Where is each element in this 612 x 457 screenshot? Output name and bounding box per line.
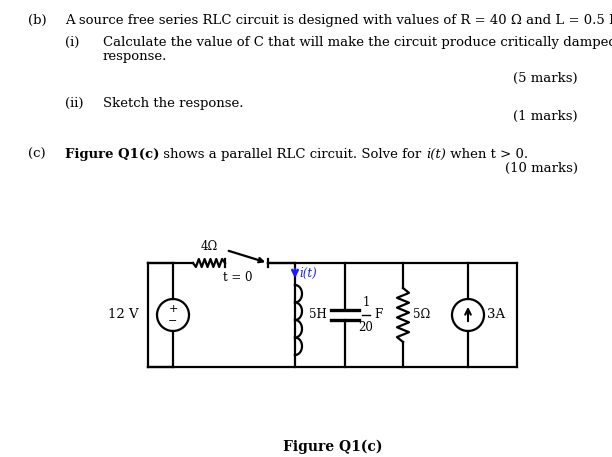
- Text: Figure Q1(c): Figure Q1(c): [283, 440, 382, 454]
- Text: 4Ω: 4Ω: [200, 240, 218, 253]
- Text: (c): (c): [28, 148, 46, 161]
- Text: Figure Q1(c): Figure Q1(c): [65, 148, 159, 161]
- Text: (ii): (ii): [65, 97, 83, 110]
- Text: response.: response.: [103, 50, 167, 63]
- Text: Calculate the value of C that will make the circuit produce critically damped: Calculate the value of C that will make …: [103, 36, 612, 49]
- Text: −: −: [168, 316, 177, 326]
- Text: shows a parallel RLC circuit. Solve for: shows a parallel RLC circuit. Solve for: [159, 148, 426, 161]
- Text: i(t): i(t): [299, 266, 317, 280]
- Text: (i): (i): [65, 36, 80, 49]
- Text: +: +: [168, 304, 177, 314]
- Text: 1: 1: [362, 296, 370, 309]
- Text: (1 marks): (1 marks): [513, 110, 578, 123]
- Text: 12 V: 12 V: [108, 308, 139, 322]
- Text: (b): (b): [28, 14, 47, 27]
- Text: F: F: [374, 308, 382, 322]
- Text: t = 0: t = 0: [223, 271, 253, 284]
- Text: 5Ω: 5Ω: [413, 308, 430, 322]
- Text: Sketch the response.: Sketch the response.: [103, 97, 244, 110]
- Text: when t > 0.: when t > 0.: [446, 148, 528, 161]
- Text: 20: 20: [359, 321, 373, 334]
- Text: (10 marks): (10 marks): [505, 162, 578, 175]
- Text: (5 marks): (5 marks): [513, 72, 578, 85]
- Text: A source free series RLC circuit is designed with values of R = 40 Ω and L = 0.5: A source free series RLC circuit is desi…: [65, 14, 612, 27]
- Text: 5H: 5H: [309, 308, 327, 322]
- Text: i(t): i(t): [426, 148, 446, 161]
- Text: 3A: 3A: [487, 308, 505, 322]
